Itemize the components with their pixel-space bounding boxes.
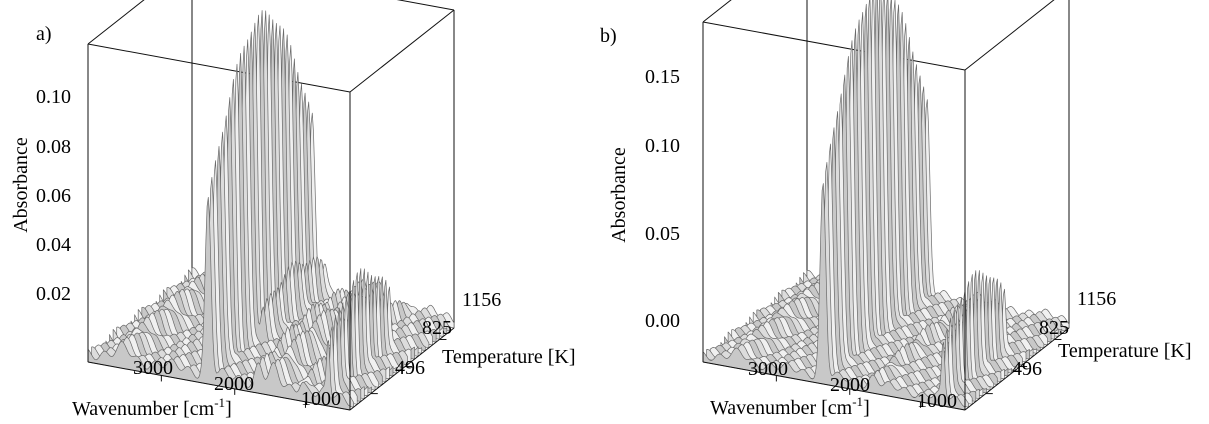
panel-b-z-axis-title: Absorbance [608,147,630,243]
y-tick-label: 825 [422,317,452,339]
y-tick-label: 1156 [1077,288,1116,310]
z-tick-label: 0.02 [36,283,71,305]
x-axis-line [87,361,351,411]
box-edge [87,0,145,45]
x-tick-label: 2000 [214,373,254,395]
panel-a-y-ticks: 496 825 1156 [395,289,501,379]
z-tick-label: 0.10 [645,135,680,157]
panel-b-y-ticks: 496 825 1156 [1012,288,1116,380]
panel-a-z-axis-title: Absorbance [10,137,32,233]
z-tick-label: 0.00 [645,310,680,332]
z-tick-label: 0.04 [36,234,71,256]
panel-a-surface [87,10,455,411]
box-edge [87,43,351,93]
y-axis-line [349,327,455,411]
z-tick-label: 0.05 [645,223,680,245]
x-tick-label: 3000 [748,358,788,380]
x-tick-label: 3000 [133,357,173,379]
panel-b-letter: b) [600,25,617,47]
panel-b: b) 0.15 0.10 0.05 0.00 Absorbance 3000 2… [600,0,1192,419]
panel-b-box-front [702,22,1070,411]
x-axis-line [702,361,966,411]
panel-b-y-axis-title: Temperature [K] [1058,340,1192,362]
z-tick-label: 0.08 [36,136,71,158]
panel-b-x-axis-title: Wavenumber [cm-1] [710,394,870,419]
panel-a-y-axis-title: Temperature [K] [442,346,576,368]
y-axis-line [964,327,1070,411]
box-edge [396,0,455,11]
panel-a-x-axis-title: Wavenumber [cm-1] [72,395,232,420]
panel-a-box [87,0,455,328]
box-edge [702,0,732,23]
spectrum-trace [702,183,966,411]
panel-b-x-ticks: 3000 2000 1000 [748,358,957,412]
x-tick-label: 1000 [917,390,957,412]
panel-b-box [702,0,1070,328]
panel-b-z-ticks: 0.15 0.10 0.05 0.00 [645,66,680,332]
panel-b-surface [702,0,1070,411]
panel-a-z-ticks: 0.10 0.08 0.06 0.04 0.02 [36,86,71,305]
box-edge [964,0,1055,71]
z-tick-label: 0.06 [36,185,71,207]
box-edge [702,21,966,71]
y-tick-label: 825 [1039,317,1069,339]
panel-a-letter: a) [36,23,52,45]
x-tick-label: 2000 [830,374,870,396]
x-tick-label: 1000 [301,388,341,410]
y-tick-label: 496 [1012,358,1042,380]
z-tick-label: 0.10 [36,86,71,108]
y-tick-label: 496 [395,357,425,379]
z-tick-label: 0.15 [645,66,680,88]
panel-a-box-front [87,44,455,411]
y-tick-label: 1156 [462,289,501,311]
box-edge [349,9,455,93]
spectrum-trace [87,196,351,411]
panel-a-x-ticks: 3000 2000 1000 [133,357,341,410]
panel-a: a) 0.10 0.08 0.06 0.04 0.02 Absorbance 3… [10,0,576,420]
